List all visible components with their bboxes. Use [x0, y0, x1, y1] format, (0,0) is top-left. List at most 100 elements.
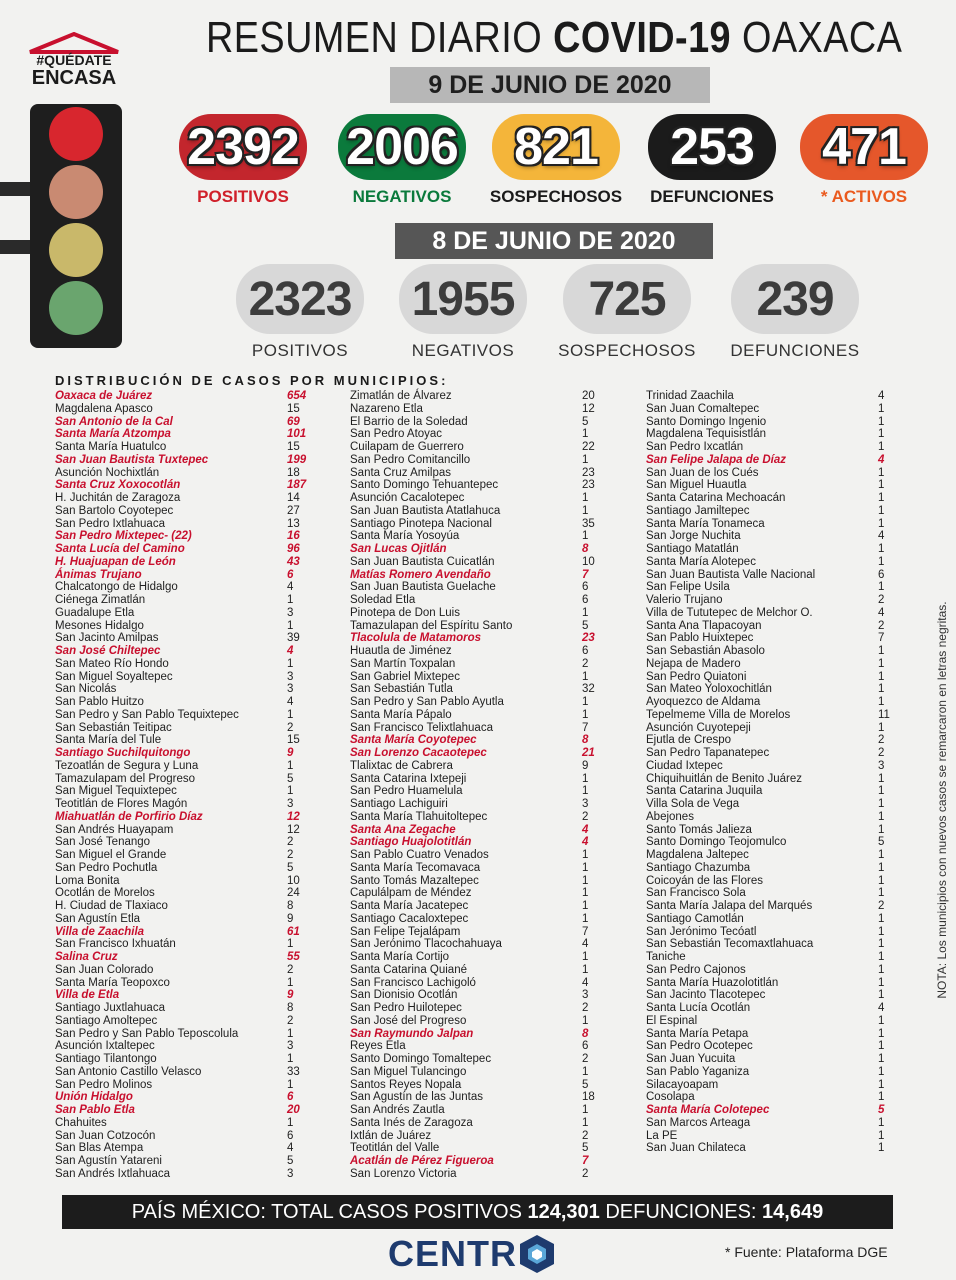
municipality-cases: 35 — [582, 517, 595, 530]
municipality-cases: 1 — [287, 976, 294, 989]
municipality-cases: 21 — [582, 747, 595, 759]
municipality-name: Oaxaca de Juárez — [55, 390, 153, 402]
municipality-name: Asunción Cacalotepec — [350, 492, 465, 504]
municipality-name: H. Huajuapan de León — [55, 555, 176, 568]
municipality-cases: 11 — [878, 708, 890, 721]
municipality-cases: 8 — [582, 543, 589, 555]
municipality-name: San Miguel Huautla — [646, 479, 747, 492]
municipality-name: H. Juchitán de Zaragoza — [55, 492, 181, 504]
municipality-name: Villa Sola de Vega — [646, 798, 740, 810]
municipality-name: San Pablo Huitzo — [55, 696, 144, 708]
municipality-name: Santiago Juxtlahuaca — [55, 1002, 165, 1014]
municipality-cases: 1 — [582, 951, 589, 963]
municipality-name: Santa María Colotepec — [646, 1104, 770, 1116]
municipality-name: Santa Catarina Mechoacán — [646, 492, 786, 504]
municipality-name: San Pedro Atoyac — [350, 428, 443, 441]
municipality-cases: 1 — [878, 492, 885, 504]
municipality-name: San Pedro y San Pablo Ayutla — [350, 696, 504, 708]
municipality-name: Santo Tomás Jalieza — [646, 823, 752, 836]
national-bar: PAÍS MÉXICO: TOTAL CASOS POSITIVOS 124,3… — [62, 1195, 893, 1229]
municipality-cases: 5 — [582, 1078, 589, 1091]
municipality-name: San Nicolás — [55, 683, 117, 696]
municipality-cases: 1 — [287, 1053, 294, 1065]
municipality-name: Santa María Atzompa — [55, 428, 171, 441]
municipality-cases: 1 — [287, 938, 294, 951]
municipality-cases: 2 — [878, 900, 885, 912]
municipality-name: Unión Hidalgo — [55, 1091, 133, 1104]
municipality-cases: 4 — [582, 823, 589, 836]
municipality-name: San Francisco Ixhuatán — [55, 938, 176, 951]
stat-label: DEFUNCIONES — [730, 341, 860, 360]
municipality-name: Santiago Camotlán — [646, 912, 744, 925]
municipality-cases: 1 — [582, 861, 589, 874]
municipality-cases: 3 — [287, 683, 294, 696]
stat-value: 2392 — [179, 114, 307, 180]
municipality-name: San Pedro Cajonos — [646, 963, 746, 976]
stat-label: DEFUNCIONES — [650, 187, 774, 206]
municipality-name: Santa María Jacatepec — [350, 900, 469, 912]
municipality-cases: 1 — [287, 785, 294, 798]
municipality-cases: 1 — [878, 441, 885, 453]
municipality-cases: 2 — [287, 963, 294, 976]
municipality-name: Santa Ana Tlapacoyan — [646, 619, 762, 632]
municipality-cases: 2 — [582, 1129, 589, 1142]
municipality-name: Villa de Etla — [55, 989, 120, 1002]
municipality-name: San Pedro Ixtlahuaca — [55, 517, 165, 530]
municipality-name: Ayoquezco de Aldama — [646, 696, 761, 708]
municipality-cases: 61 — [287, 925, 300, 938]
stat-value: 725 — [563, 264, 691, 334]
municipality-cases: 2 — [582, 657, 589, 670]
municipality-name: San Pablo Cuatro Venados — [350, 849, 489, 861]
municipality-name: Salina Cruz — [55, 951, 118, 963]
municipality-cases: 4 — [582, 836, 589, 849]
stat-value: 821 — [492, 114, 620, 180]
municipality-cases: 27 — [287, 504, 300, 517]
municipality-cases: 1 — [878, 976, 885, 989]
municipality-cases: 4 — [287, 645, 294, 657]
municipality-name: Ixtlán de Juárez — [350, 1129, 432, 1142]
municipality-cases: 6 — [287, 1091, 294, 1104]
municipality-name: Magdalena Tequisistlán — [646, 428, 766, 441]
municipality-name: Cuilapam de Guerrero — [350, 441, 464, 453]
municipality-cases: 2 — [582, 1002, 589, 1014]
municipality-name: San Lorenzo Cacaotepec — [350, 747, 487, 759]
municipality-name: Santa María Huazolotitlán — [646, 976, 779, 989]
municipality-cases: 2 — [878, 734, 885, 747]
municipality-name: Guadalupe Etla — [55, 606, 135, 619]
municipality-name: San Marcos Arteaga — [646, 1116, 751, 1129]
municipality-cases: 1 — [878, 823, 885, 836]
municipality-name: Santiago Pinotepa Nacional — [350, 517, 492, 530]
municipality-name: Tezoatlán de Segura y Luna — [55, 759, 199, 772]
municipality-cases: 4 — [287, 581, 294, 594]
municipality-name: Tlalixtac de Cabrera — [350, 759, 453, 772]
municipality-name: Santa Cruz Amilpas — [350, 466, 451, 479]
municipality-name: Coicoyán de las Flores — [646, 874, 763, 887]
title-part: OAXACA — [741, 13, 903, 62]
municipality-name: Santa María Jalapa del Marqués — [646, 900, 813, 912]
municipality-cases: 1 — [582, 874, 589, 887]
municipality-name: Santiago Tilantongo — [55, 1053, 157, 1065]
positives-label: TOTAL CASOS POSITIVOS — [271, 1201, 522, 1223]
municipality-cases: 1 — [582, 492, 589, 504]
municipality-cases: 5 — [878, 1104, 885, 1116]
municipality-name: San Agustín Yatareni — [55, 1155, 162, 1167]
municipality-name: Abejones — [646, 810, 694, 823]
municipality-cases: 1 — [878, 1116, 885, 1129]
municipality-cases: 1 — [878, 989, 885, 1002]
municipality-cases: 1 — [582, 696, 589, 708]
municipality-name: San Pedro Huilotepec — [350, 1002, 462, 1014]
municipality-name: Nazareno Etla — [350, 402, 423, 415]
municipality-cases: 12 — [287, 823, 300, 836]
municipality-cases: 23 — [582, 479, 595, 492]
municipality-cases: 1 — [582, 1116, 589, 1129]
municipality-cases: 16 — [287, 530, 300, 543]
municipality-cases: 654 — [287, 390, 307, 402]
municipality-cases: 1 — [878, 925, 885, 938]
municipality-cases: 7 — [582, 1155, 589, 1167]
municipality-name: San Juan Chilateca — [646, 1142, 746, 1155]
municipality-cases: 4 — [287, 1142, 294, 1155]
municipality-name: San Gabriel Mixtepec — [350, 670, 460, 683]
municipality-cases: 4 — [287, 696, 294, 708]
